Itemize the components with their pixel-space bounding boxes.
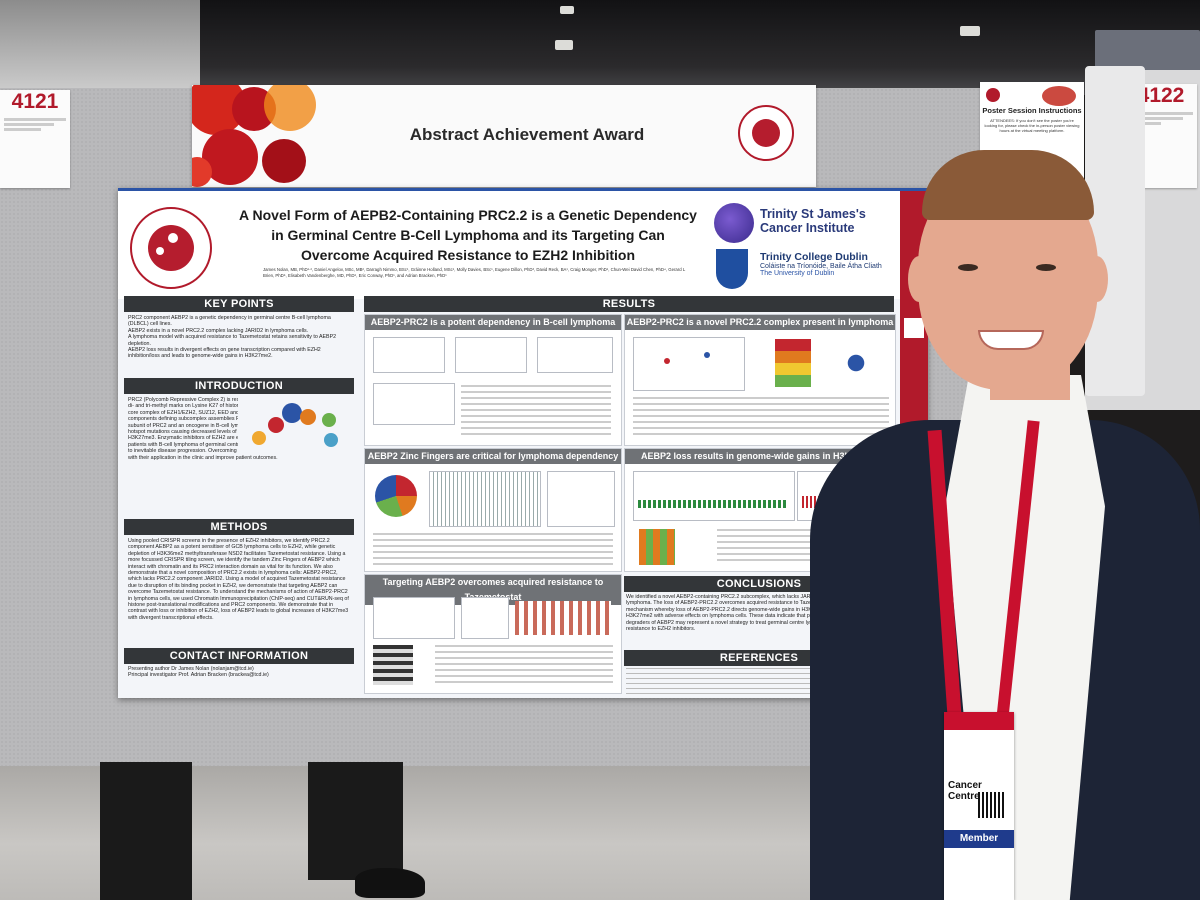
badge-text: Cancer Centre	[948, 780, 982, 802]
poster-title-line: Overcome Acquired Resistance to EZH2 Inh…	[301, 247, 635, 263]
ceiling-light	[560, 6, 574, 14]
prc2-diagram	[238, 397, 352, 453]
contact-line: Principal investigator Prof. Adrian Brac…	[128, 672, 269, 679]
qr-code	[904, 318, 924, 338]
key-point: PRC2 component AEBP2 is a genetic depend…	[128, 315, 331, 328]
figure	[537, 337, 613, 373]
figure	[455, 337, 527, 373]
card-fineprint	[1125, 108, 1197, 129]
result-panel: AEBP2-PRC2 is a novel PRC2.2 complex pre…	[624, 314, 896, 446]
result-panel-title: AEBP2 loss results in genome-wide gains …	[625, 449, 895, 464]
research-poster: A Novel Form of AEPB2-Containing PRC2.2 …	[118, 188, 928, 698]
bar-figure	[515, 601, 611, 635]
pie-figure	[375, 475, 417, 517]
bar-figure	[639, 529, 675, 565]
tsjci-line: Trinity St James's	[760, 207, 866, 221]
complex-model	[841, 341, 871, 385]
figure-legend	[633, 397, 889, 437]
figure	[633, 337, 745, 391]
figure-legend	[373, 533, 613, 565]
tcd-name: Trinity College Dublin Coláiste na Tríon…	[760, 251, 920, 277]
badge-qr	[978, 792, 1004, 818]
conclusions-text: We identified a novel AEBP2-containing P…	[626, 594, 883, 633]
tcd-line: The University of Dublin	[760, 270, 835, 277]
poster-authors: James Nolan, MB, PhD¹·², Daniel Angelov,…	[263, 267, 686, 278]
result-panel: Targeting AEBP2 overcomes acquired resis…	[364, 574, 622, 694]
tcd-line: Coláiste na Tríonóide, Baile Átha Cliath	[760, 263, 882, 270]
award-title: Abstract Achievement Award	[409, 125, 645, 144]
result-panel-title: AEBP2-PRC2 is a potent dependency in B-c…	[365, 315, 621, 330]
key-points-list: PRC2 component AEBP2 is a genetic depend…	[128, 315, 352, 360]
figure	[373, 383, 455, 425]
key-point: AEBP2 loss results in divergent effects …	[128, 347, 321, 360]
result-panel: AEBP2-PRC2 is a potent dependency in B-c…	[364, 314, 622, 446]
poster-title: A Novel Form of AEPB2-Containing PRC2.2 …	[218, 205, 718, 265]
tcd-crest	[716, 249, 748, 289]
session-card-body: ATTENDEES: If you don't see the poster y…	[984, 118, 1080, 133]
contact-header: CONTACT INFORMATION	[124, 648, 354, 664]
passerby-legs	[100, 762, 192, 900]
board-number: 4121	[11, 90, 59, 113]
ceiling-light	[960, 26, 980, 36]
contact-line: Presenting author Dr James Nolan (nolanj…	[128, 666, 254, 672]
venue-ceiling	[0, 0, 1200, 95]
methods-text: Using pooled CRISPR screens in the prese…	[128, 538, 349, 621]
ash-logo	[130, 207, 212, 289]
ceiling-light	[555, 40, 573, 50]
heatmap	[775, 339, 811, 387]
tsjci-logo	[714, 203, 754, 243]
badge-member-label: Member	[944, 830, 1014, 848]
result-panel-title: AEBP2 Zinc Fingers are critical for lymp…	[365, 449, 621, 464]
venue-wall	[0, 0, 200, 95]
figure	[461, 597, 509, 639]
poster-title-line: in Germinal Centre B-Cell Lymphoma and i…	[271, 227, 665, 243]
tsjci-name: Trinity St James's Cancer Institute	[760, 207, 910, 235]
decor-bubble	[192, 157, 212, 187]
figure-legend	[461, 385, 611, 435]
poster-title-line: A Novel Form of AEPB2-Containing PRC2.2 …	[239, 207, 697, 223]
result-panel: AEBP2 Zinc Fingers are critical for lymp…	[364, 448, 622, 572]
award-banner: Abstract Achievement Award	[192, 85, 816, 187]
figure-legend	[435, 645, 613, 685]
shoe	[355, 868, 425, 898]
board-number-card: 4121	[0, 90, 70, 188]
decor-bubble	[264, 85, 316, 131]
figure	[633, 471, 795, 521]
tsjci-line: Cancer Institute	[760, 221, 855, 235]
figure	[429, 471, 541, 527]
methods-header: METHODS	[124, 519, 354, 535]
results-header: RESULTS	[364, 296, 894, 312]
passerby-legs	[308, 762, 403, 880]
poster-top-stripe	[118, 188, 928, 191]
name-badge: Cancer Centre Member	[944, 712, 1014, 900]
decor-bubble	[262, 139, 306, 183]
board-number: 4122	[1137, 84, 1185, 107]
figure	[373, 597, 455, 639]
card-fineprint	[0, 114, 70, 135]
figure	[547, 471, 615, 527]
ash-logo	[738, 105, 794, 161]
key-points-header: KEY POINTS	[124, 296, 354, 312]
person-ear	[908, 256, 930, 302]
poster-header: A Novel Form of AEPB2-Containing PRC2.2 …	[118, 191, 928, 299]
figure	[373, 337, 445, 373]
result-panel-title: AEBP2-PRC2 is a novel PRC2.2 complex pre…	[625, 315, 895, 330]
person-ear	[1086, 256, 1108, 302]
tcd-line: Trinity College Dublin	[760, 251, 868, 263]
person-hair	[922, 150, 1094, 220]
contact-info: Presenting author Dr James Nolan (nolanj…	[128, 666, 352, 679]
key-point: AEBP2 exists in a novel PRC2.2 complex l…	[128, 327, 309, 334]
session-card-title: Poster Session Instructions	[982, 106, 1082, 115]
key-point: A lymphoma model with acquired resistanc…	[128, 334, 337, 347]
introduction-header: INTRODUCTION	[124, 378, 354, 394]
white-pole	[1085, 66, 1145, 396]
ash-mini-logo	[986, 88, 1000, 102]
decor-bubble	[1042, 86, 1076, 106]
western-blot	[373, 645, 413, 685]
